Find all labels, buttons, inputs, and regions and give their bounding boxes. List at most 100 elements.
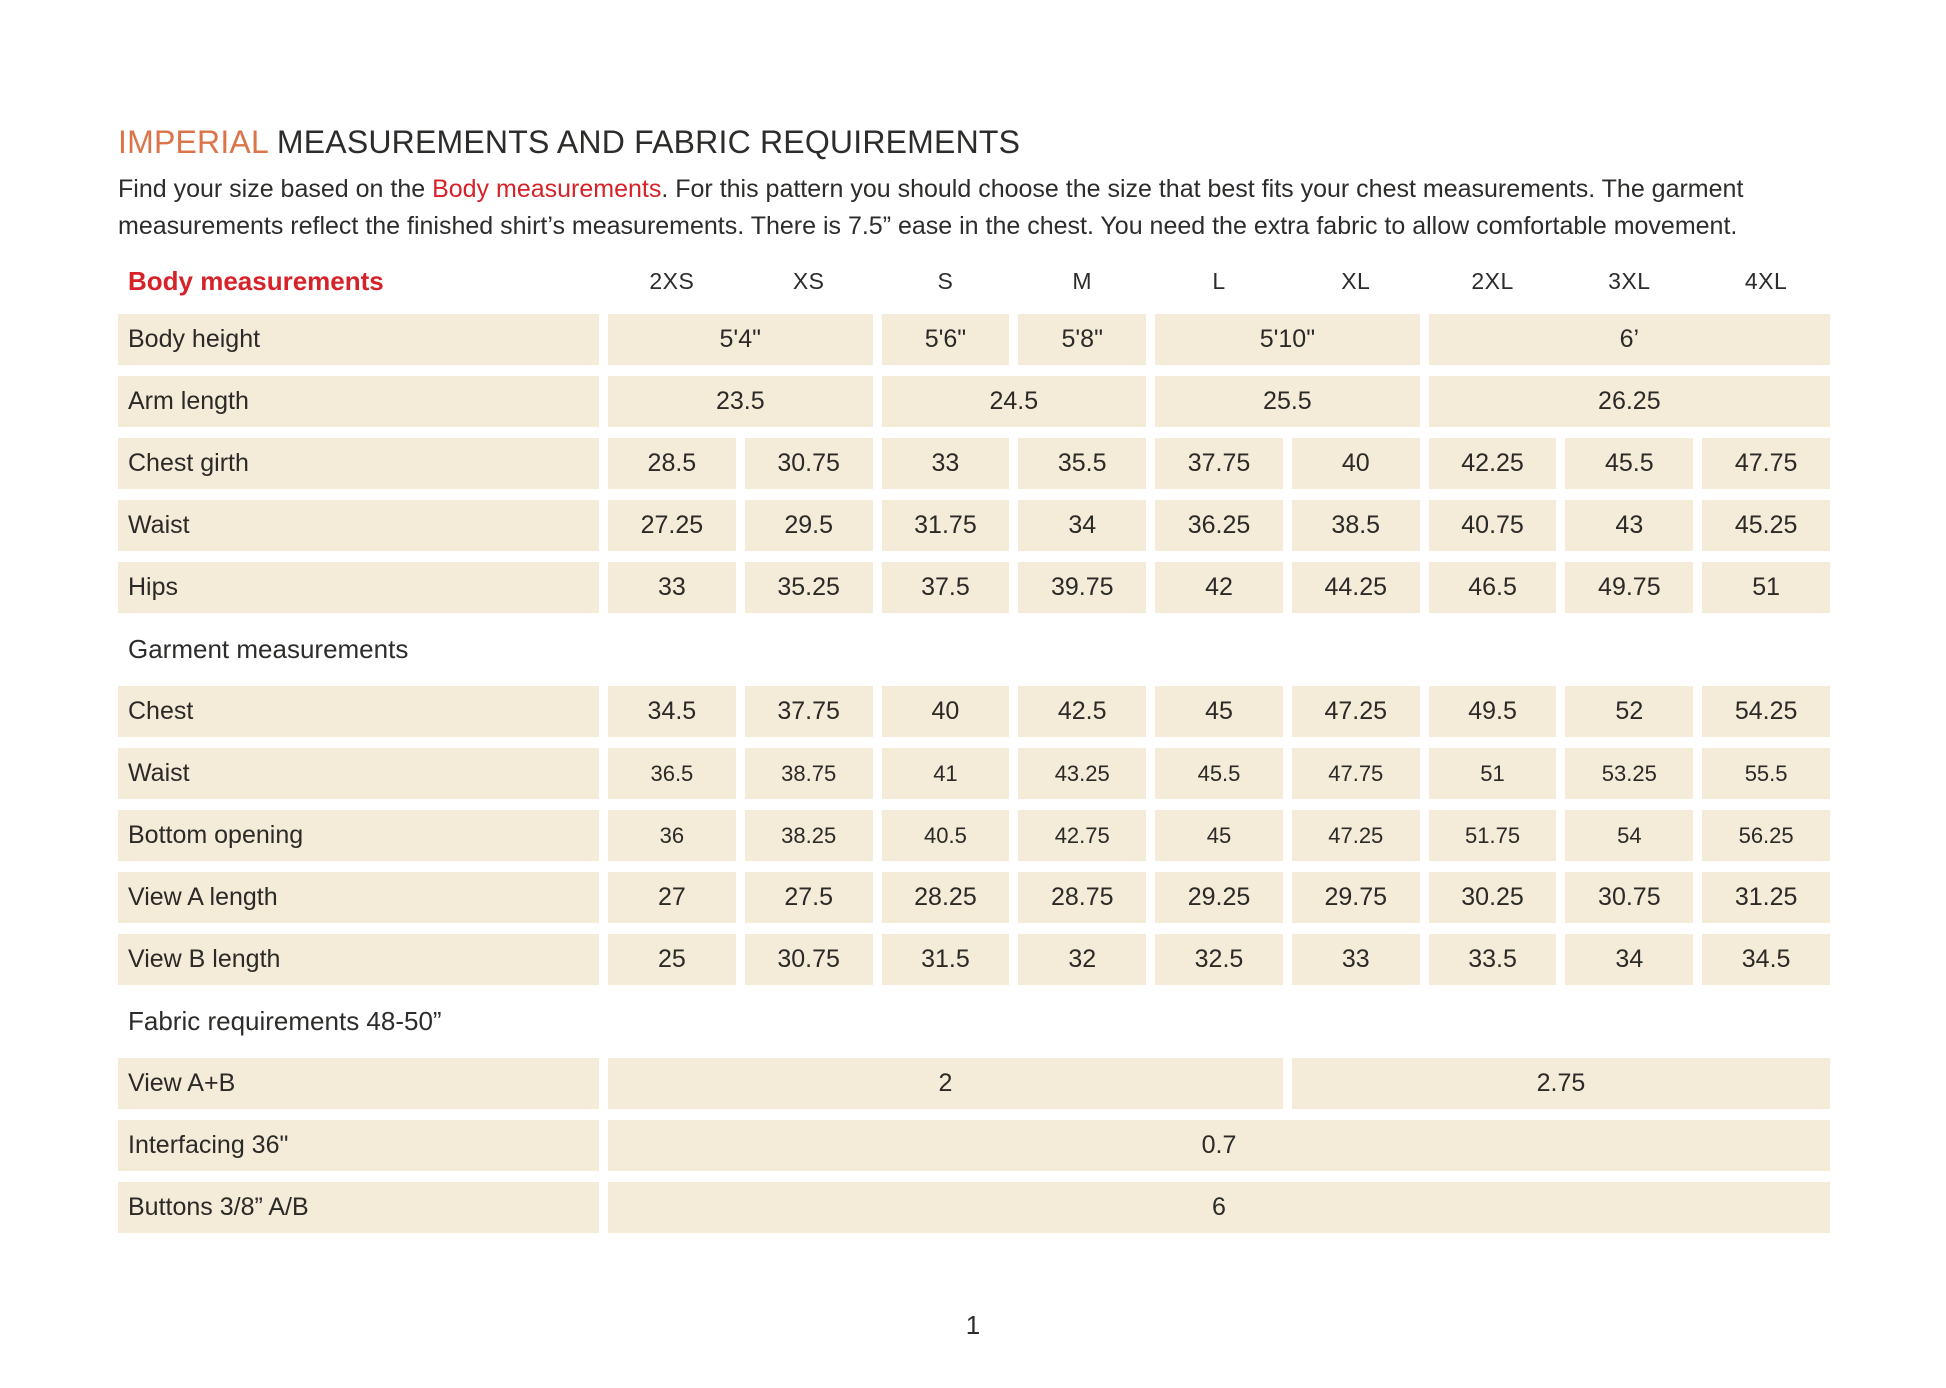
row-label: Hips [118, 562, 599, 613]
value-cell: 56.25 [1702, 810, 1830, 861]
value-cell: 5'4" [608, 314, 873, 365]
row-label: Interfacing 36" [118, 1120, 599, 1171]
value-cell: 51 [1428, 748, 1557, 799]
value-cell: 25.5 [1155, 376, 1420, 427]
page-title: IMPERIAL MEASUREMENTS AND FABRIC REQUIRE… [118, 0, 1830, 161]
value-cell: 28.5 [608, 438, 736, 489]
value-cell: 42.75 [1018, 810, 1147, 861]
size-table-header: Body measurements 2XS XS S M L XL 2XL 3X… [118, 259, 1830, 303]
value-cell: 40 [881, 686, 1010, 737]
value-cell: 44.25 [1291, 562, 1420, 613]
size-column-2xl: 2XL [1471, 267, 1514, 294]
value-cell: 41 [881, 748, 1010, 799]
value-cell: 39.75 [1018, 562, 1147, 613]
value-cell: 34.5 [1702, 934, 1830, 985]
value-cell: 27.25 [608, 500, 736, 551]
value-cell: 52 [1565, 686, 1694, 737]
table-title-body-measurements: Body measurements [128, 265, 384, 296]
page-number: 1 [965, 1310, 981, 1340]
value-cell: 42.5 [1018, 686, 1147, 737]
value-cell: 40 [1291, 438, 1420, 489]
value-cell: 43.25 [1018, 748, 1147, 799]
value-cell: 45.5 [1565, 438, 1694, 489]
value-cell: 33 [608, 562, 736, 613]
intro-text-rest: . For this pattern you should choose the… [118, 175, 1744, 240]
row-label: Arm length [118, 376, 599, 427]
value-cell: 27.5 [744, 872, 873, 923]
row-label: Bottom opening [118, 810, 599, 861]
value-cell: 2.75 [1291, 1058, 1830, 1109]
value-cell: 36.5 [608, 748, 736, 799]
section-heading: Fabric requirements 48-50” [128, 1006, 442, 1036]
section-heading: Garment measurements [128, 634, 409, 664]
size-table-body: Body height 5'4" 5'6" 5'8" 5'10" 6’ Arm length… [118, 314, 1830, 1233]
value-cell: 47.75 [1291, 748, 1420, 799]
value-cell: 40.75 [1428, 500, 1557, 551]
value-cell: 36 [608, 810, 736, 861]
value-cell: 45.5 [1155, 748, 1283, 799]
row-label: Chest [118, 686, 599, 737]
value-cell: 37.75 [744, 686, 873, 737]
value-cell: 5'10" [1155, 314, 1420, 365]
document-page: IMPERIAL MEASUREMENTS AND FABRIC REQUIRE… [118, 0, 1830, 1233]
row-label: Chest girth [118, 438, 599, 489]
intro-text-lead: Find your size based on the [118, 175, 433, 203]
value-cell: 47.25 [1291, 686, 1420, 737]
value-cell: 29.75 [1291, 872, 1420, 923]
row-label: Buttons 3/8” A/B [118, 1182, 599, 1233]
value-cell: 6’ [1428, 314, 1830, 365]
value-cell: 31.5 [881, 934, 1010, 985]
value-cell: 0.7 [608, 1120, 1830, 1171]
row-label: Waist [118, 500, 599, 551]
row-label: View A length [118, 872, 599, 923]
value-cell: 29.25 [1155, 872, 1283, 923]
value-cell: 24.5 [881, 376, 1147, 427]
value-cell: 35.5 [1018, 438, 1147, 489]
value-cell: 5'6" [881, 314, 1010, 365]
value-cell: 37.75 [1155, 438, 1283, 489]
value-cell: 30.75 [744, 934, 873, 985]
value-cell: 42 [1155, 562, 1283, 613]
value-cell: 40.5 [881, 810, 1010, 861]
value-cell: 49.5 [1428, 686, 1557, 737]
page-title-highlight: IMPERIAL [118, 124, 268, 160]
value-cell: 30.75 [744, 438, 873, 489]
size-column-xl: XL [1341, 267, 1371, 294]
value-cell: 31.25 [1702, 872, 1830, 923]
value-cell: 35.25 [744, 562, 873, 613]
value-cell: 47.25 [1291, 810, 1420, 861]
row-label: Waist [118, 748, 599, 799]
size-column-l: L [1212, 267, 1226, 294]
value-cell: 33.5 [1428, 934, 1557, 985]
value-cell: 47.75 [1702, 438, 1830, 489]
row-label: Body height [118, 314, 599, 365]
value-cell: 30.75 [1565, 872, 1694, 923]
value-cell: 45 [1155, 686, 1283, 737]
value-cell: 27 [608, 872, 736, 923]
value-cell: 54.25 [1702, 686, 1830, 737]
value-cell: 36.25 [1155, 500, 1283, 551]
value-cell: 30.25 [1428, 872, 1557, 923]
size-column-xs: XS [792, 267, 825, 294]
value-cell: 54 [1565, 810, 1694, 861]
value-cell: 5'8" [1018, 314, 1147, 365]
value-cell: 28.25 [881, 872, 1010, 923]
size-column-s: S [937, 267, 954, 294]
value-cell: 45.25 [1702, 500, 1830, 551]
value-cell: 43 [1565, 500, 1694, 551]
value-cell: 37.5 [881, 562, 1010, 613]
size-column-2xs: 2XS [649, 267, 695, 294]
size-column-3xl: 3XL [1608, 267, 1651, 294]
value-cell: 53.25 [1565, 748, 1694, 799]
value-cell: 2 [608, 1058, 1283, 1109]
value-cell: 33 [881, 438, 1010, 489]
value-cell: 34.5 [608, 686, 736, 737]
value-cell: 32 [1018, 934, 1147, 985]
size-column-4xl: 4XL [1744, 267, 1788, 294]
value-cell: 34 [1018, 500, 1147, 551]
value-cell: 45 [1155, 810, 1283, 861]
value-cell: 49.75 [1565, 562, 1694, 613]
value-cell: 42.25 [1428, 438, 1557, 489]
value-cell: 26.25 [1428, 376, 1830, 427]
intro-text-highlight: Body measurements [432, 175, 662, 203]
